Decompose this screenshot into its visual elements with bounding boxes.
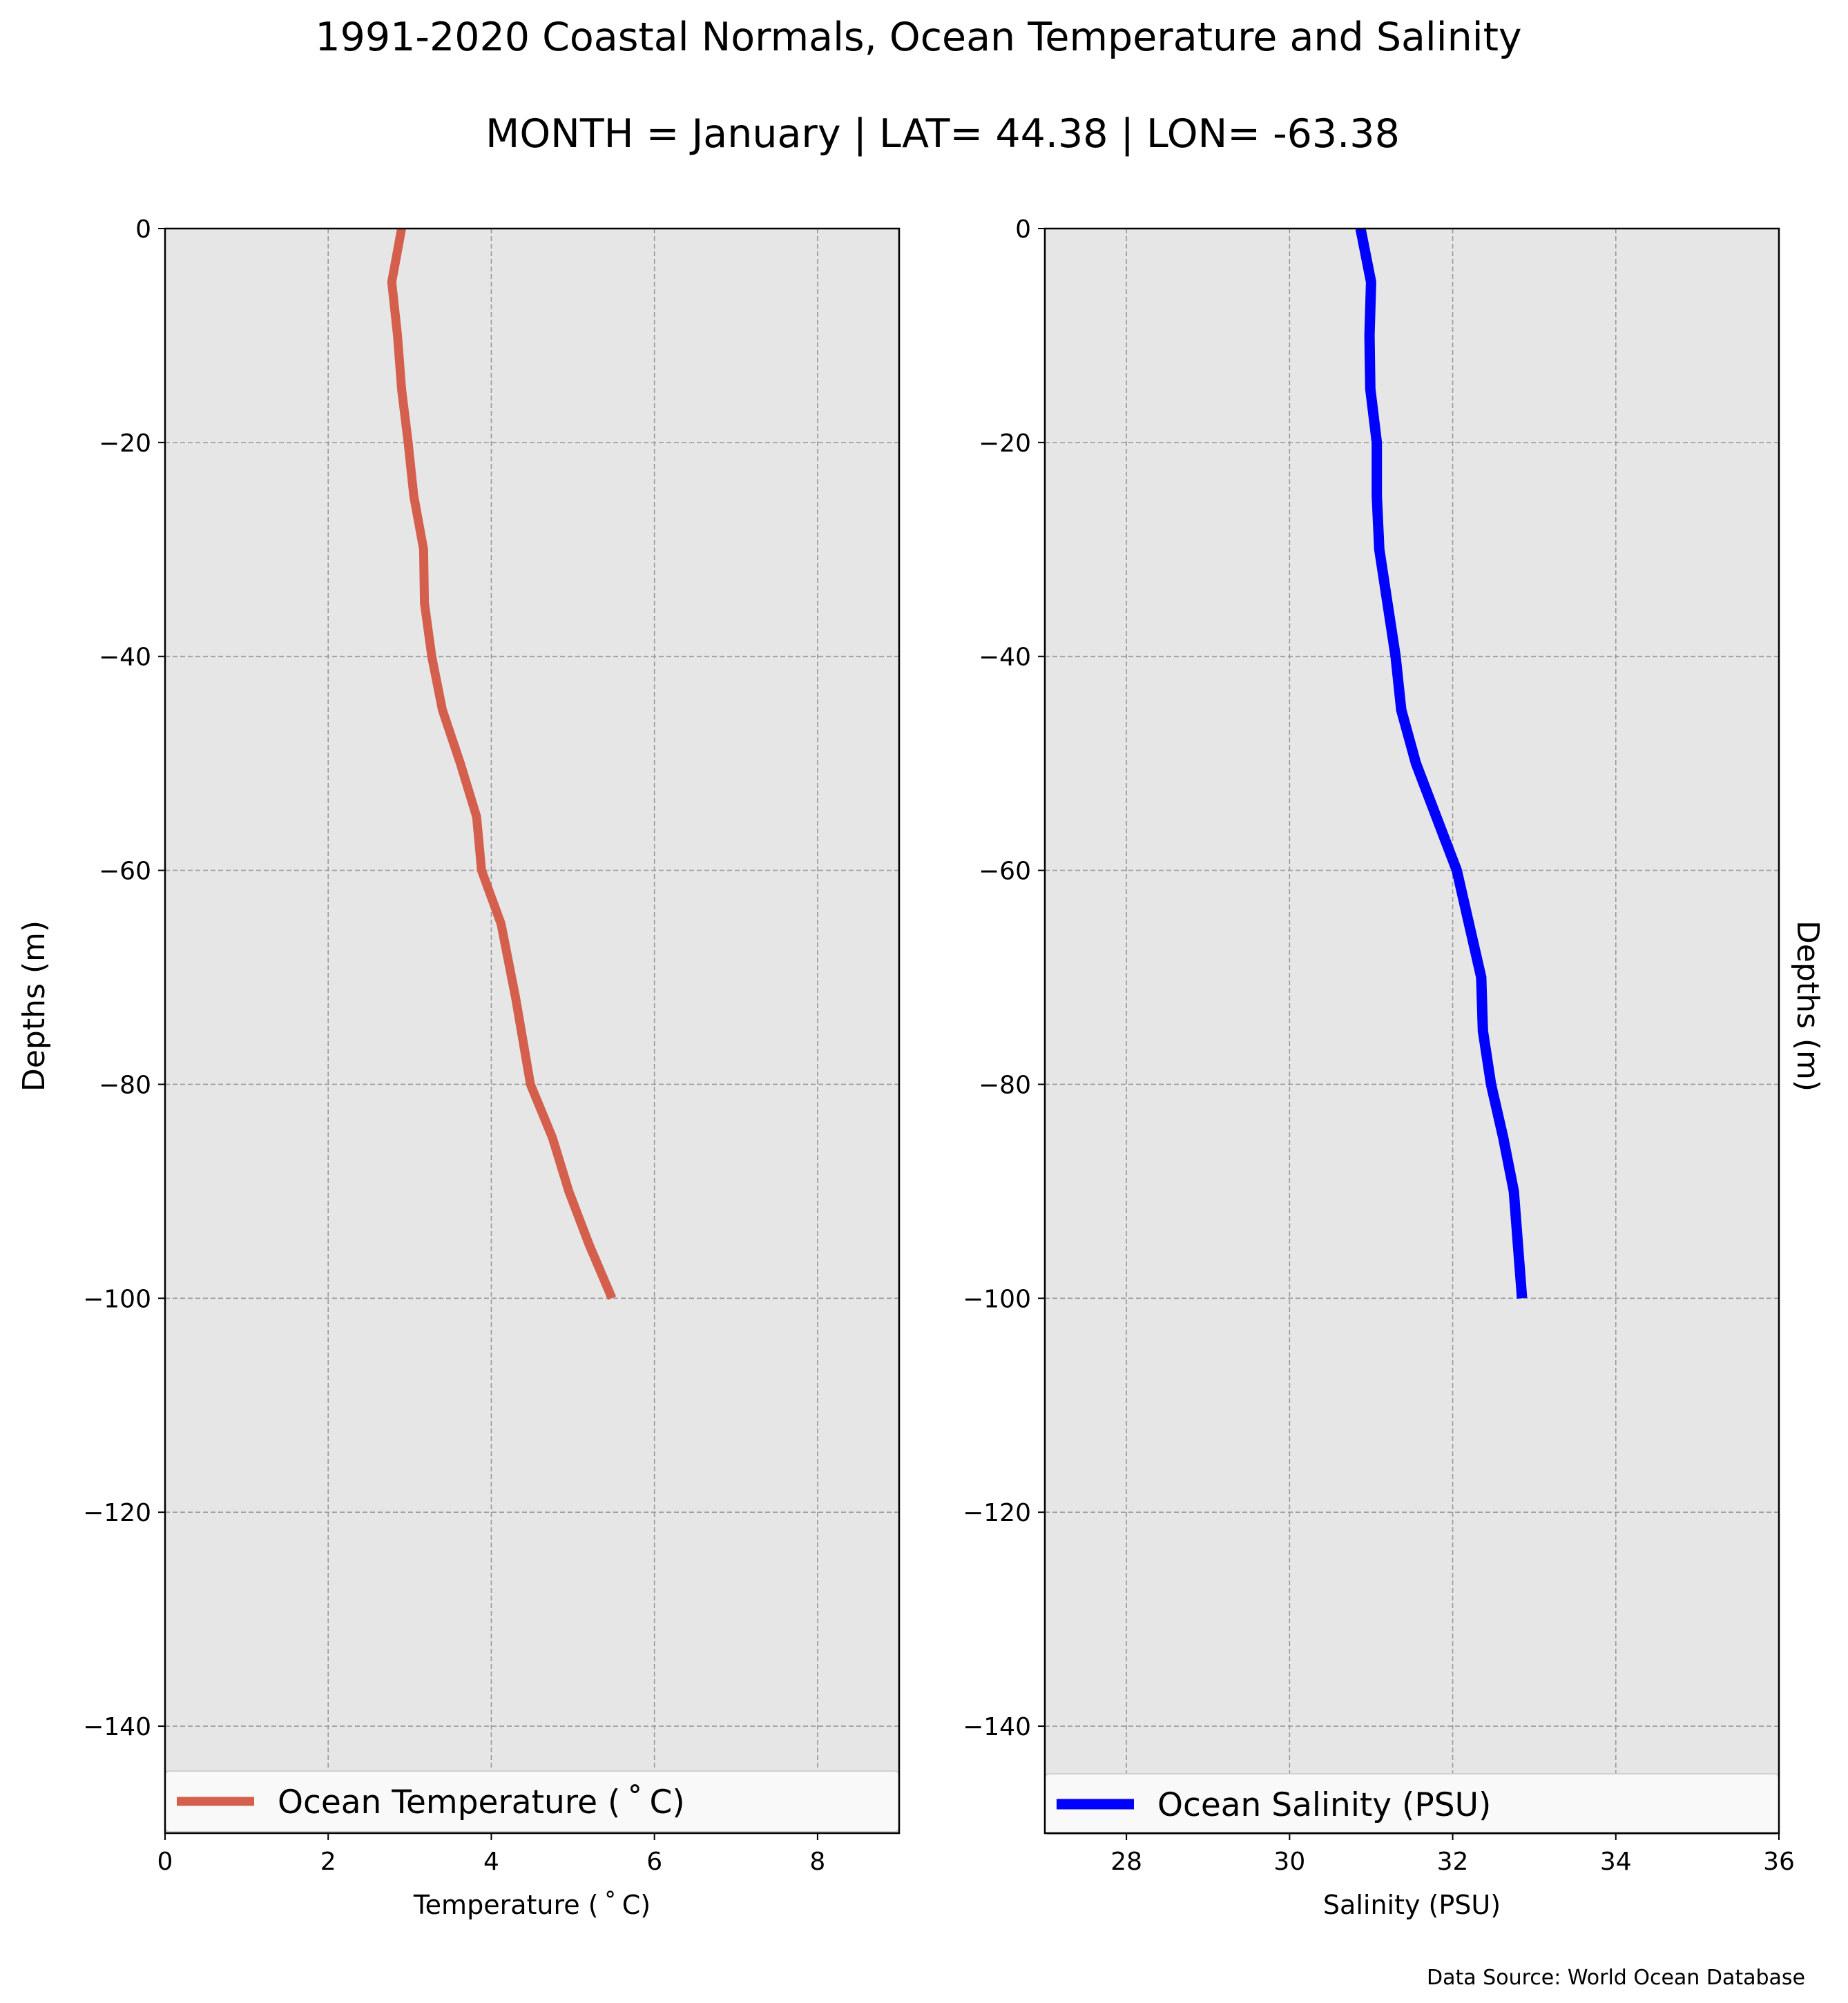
- left-y-axis-label: Depths (m): [17, 920, 52, 1092]
- figure-title: 1991-2020 Coastal Normals, Ocean Tempera…: [315, 14, 1521, 60]
- x-tick-label: 6: [646, 1848, 662, 1876]
- axes-frame: [164, 227, 901, 1835]
- x-tick-label: 34: [1600, 1848, 1632, 1876]
- y-tick-label: 0: [135, 215, 151, 244]
- data-source-note: Data Source: World Ocean Database: [1427, 1966, 1805, 1990]
- right-y-axis-label: Depths (m): [1790, 920, 1825, 1092]
- y-tick-label: −40: [99, 644, 151, 672]
- figure-subtitle: MONTH = January | LAT= 44.38 | LON= -63.…: [485, 111, 1400, 157]
- y-tick-label: −140: [963, 1713, 1031, 1741]
- y-tick-label: −20: [979, 429, 1031, 458]
- y-tick-label: 0: [1015, 215, 1031, 244]
- y-tick-label: −120: [963, 1499, 1031, 1527]
- y-tick-label: −140: [83, 1713, 151, 1741]
- series-line: [1355, 227, 1528, 1299]
- y-tick-label: −100: [83, 1285, 151, 1313]
- temperature-panel: Ocean Temperature ( ˚ C) 0 2 4 6 8 0 −20 −40 −60 −…: [83, 215, 901, 1920]
- y-tick-label: −80: [979, 1071, 1031, 1099]
- plot-background: [1045, 229, 1779, 1833]
- x-tick-label: 2: [320, 1848, 336, 1876]
- y-tick-label: −120: [83, 1499, 151, 1527]
- plot-background: [165, 229, 899, 1833]
- y-tick-label: −20: [99, 429, 151, 458]
- y-tick-label: −60: [99, 858, 151, 886]
- x-tick-label: 32: [1437, 1848, 1469, 1876]
- legend-label: Ocean Salinity (PSU): [1157, 1786, 1491, 1824]
- salinity-panel: Ocean Salinity (PSU) 28 30 32 34 36 0 −20 −40 −60…: [963, 215, 1795, 1920]
- x-axis-label: Temperature ( ˚ C): [413, 1890, 651, 1920]
- y-tick-label: −80: [99, 1071, 151, 1099]
- x-tick-label: 36: [1763, 1848, 1795, 1876]
- y-tick-label: −60: [979, 858, 1031, 886]
- legend-label: Ocean Temperature ( ˚ C): [278, 1783, 685, 1821]
- y-tick-label: −100: [963, 1285, 1031, 1313]
- x-tick-label: 30: [1273, 1848, 1305, 1876]
- series-line: [387, 227, 617, 1300]
- x-tick-label: 4: [483, 1848, 499, 1876]
- x-tick-label: 0: [157, 1848, 173, 1876]
- y-tick-label: −40: [979, 644, 1031, 672]
- x-tick-label: 28: [1110, 1848, 1142, 1876]
- x-tick-label: 8: [809, 1848, 825, 1876]
- x-axis-label: Salinity (PSU): [1323, 1890, 1501, 1920]
- axes-frame: [1043, 227, 1780, 1835]
